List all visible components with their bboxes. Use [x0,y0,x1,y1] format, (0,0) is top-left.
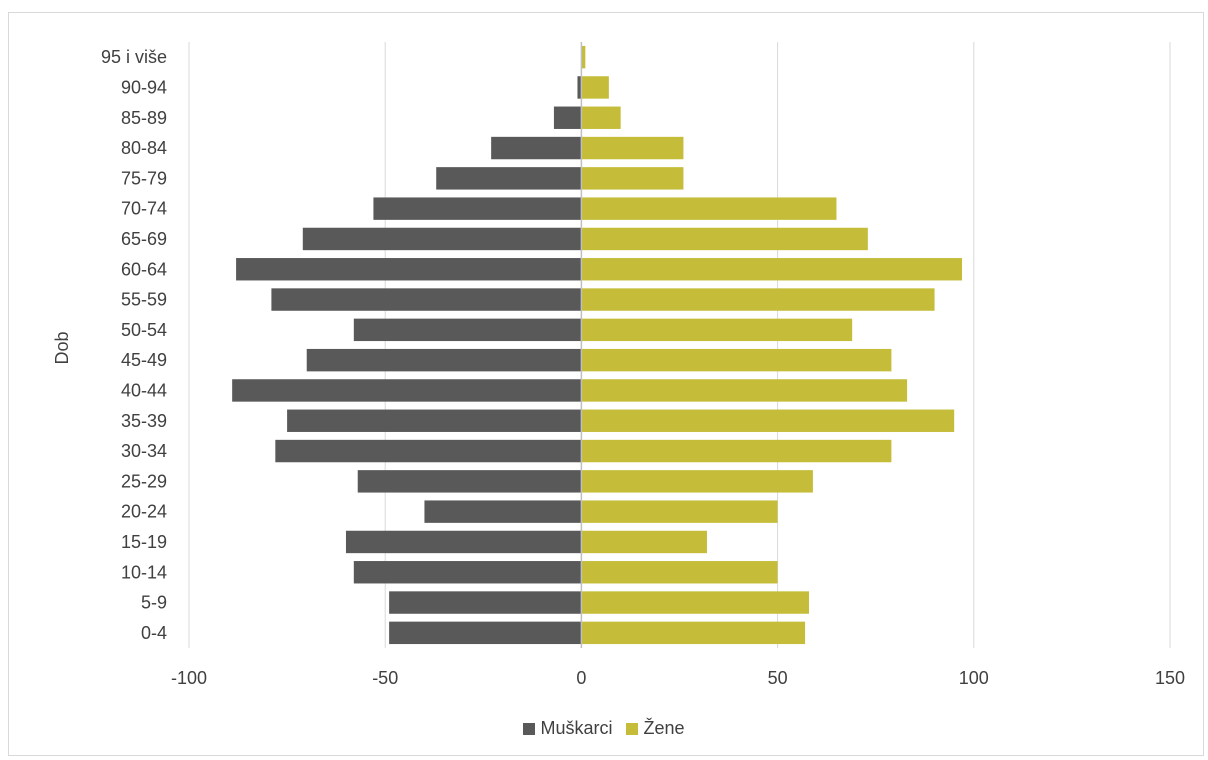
bar-zene-5-9 [581,591,809,614]
gridlines [188,42,1171,648]
y-tick-label: 90-94 [121,77,167,97]
y-tick-label: 75-79 [121,168,167,188]
y-tick-labels: 0-4 5-9 10-14 15-19 20-24 25-29 30-34 35-39 40-4… [101,47,167,643]
y-tick-label: 65-69 [121,229,167,249]
bar-muskarci-85-89 [553,106,582,129]
legend-item-zene: Žene [626,718,685,739]
legend: Muškarci Žene [0,718,1208,739]
bar-zene-55-59 [581,288,935,311]
x-tick-label: 150 [1155,668,1185,688]
bar-zene-95 i više [581,45,586,69]
legend-swatch-zene [626,722,639,735]
bar-zene-30-34 [581,439,892,463]
bar-muskarci-15-19 [345,530,582,554]
y-tick-label: 30-34 [121,441,167,461]
bar-muskarci-80-84 [491,136,582,160]
y-tick-label: 50-54 [121,320,167,340]
bar-zene-90-94 [581,76,609,99]
bar-zene-85-89 [581,106,621,129]
legend-label-zene: Žene [643,718,685,738]
bar-muskarci-5-9 [389,591,582,614]
y-tick-label: 60-64 [121,259,167,279]
bar-muskarci-10-14 [353,561,582,584]
bar-muskarci-40-44 [232,379,582,402]
y-tick-label: 0-4 [141,623,167,643]
legend-swatch-muskarci [523,722,536,735]
bar-zene-20-24 [581,500,778,523]
bar-zene-10-14 [581,561,778,584]
y-tick-label: 5-9 [141,593,167,613]
y-tick-label: 45-49 [121,350,167,370]
y-tick-label: 25-29 [121,471,167,491]
bar-zene-15-19 [581,530,707,554]
bar-zene-0-4 [581,621,806,645]
bar-muskarci-25-29 [357,470,582,493]
x-tick-label: -100 [171,668,207,688]
bar-muskarci-70-74 [373,197,582,220]
x-tick-labels: -100 -50 0 50 100 150 [171,668,1185,688]
legend-item-muskarci: Muškarci [523,718,612,739]
bar-muskarci-55-59 [271,288,582,311]
y-tick-label: 10-14 [121,562,167,582]
x-tick-label: 100 [959,668,989,688]
bar-muskarci-50-54 [353,318,582,342]
bar-zene-35-39 [581,409,955,432]
bar-zene-25-29 [581,470,813,493]
bar-zene-75-79 [581,167,684,190]
bar-muskarci-65-69 [302,227,582,251]
bars [232,42,963,648]
bar-muskarci-35-39 [287,409,582,432]
bar-zene-45-49 [581,348,892,372]
bar-zene-60-64 [581,258,963,281]
bar-zene-70-74 [581,197,837,220]
y-tick-label: 80-84 [121,138,167,158]
x-tick-label: -50 [372,668,398,688]
bar-muskarci-20-24 [424,500,582,523]
bar-zene-65-69 [581,227,868,251]
y-tick-label: 35-39 [121,411,167,431]
bar-muskarci-60-64 [236,258,582,281]
x-tick-label: 0 [576,668,586,688]
y-tick-label: 55-59 [121,290,167,310]
x-tick-label: 50 [768,668,788,688]
bar-muskarci-45-49 [306,348,582,372]
legend-label-muskarci: Muškarci [540,718,613,738]
y-axis-label: Dob [52,331,72,364]
y-tick-label: 40-44 [121,380,167,400]
y-tick-label: 85-89 [121,108,167,128]
y-tick-label: 95 i više [101,47,167,67]
bar-muskarci-75-79 [436,167,582,190]
bar-zene-80-84 [581,136,684,160]
bar-muskarci-30-34 [275,439,582,463]
bar-zene-50-54 [581,318,853,342]
y-tick-label: 20-24 [121,502,167,522]
y-tick-label: 15-19 [121,532,167,552]
bar-muskarci-90-94 [577,76,582,99]
bar-zene-40-44 [581,379,908,402]
y-tick-label: 70-74 [121,199,167,219]
bar-muskarci-0-4 [389,621,582,645]
